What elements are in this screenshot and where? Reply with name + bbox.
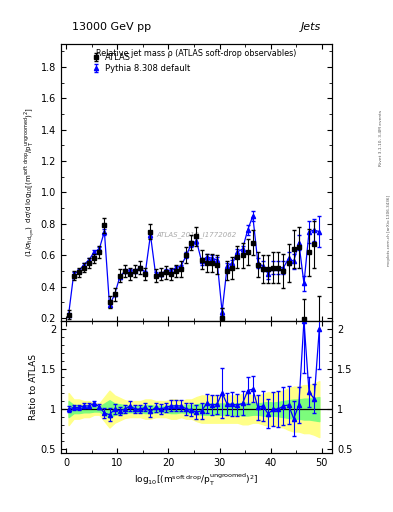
X-axis label: log$_{10}$[(m$^{\rm soft\ drop}$/p$_{\rm T}^{\rm ungroomed})^2$]: log$_{10}$[(m$^{\rm soft\ drop}$/p$_{\rm… [134,472,259,488]
Text: Jets: Jets [301,23,321,32]
Y-axis label: $(1/\sigma_{\rm fid_{sym}})$  d$\sigma$/d log$_{10}$[(m$^{\rm soft\ drop}$/p$_{\: $(1/\sigma_{\rm fid_{sym}})$ d$\sigma$/d… [23,107,38,258]
Legend: ATLAS, Pythia 8.308 default: ATLAS, Pythia 8.308 default [87,51,193,76]
Text: mcplots.cern.ch [arXiv:1306.3436]: mcplots.cern.ch [arXiv:1306.3436] [387,195,391,266]
Y-axis label: Ratio to ATLAS: Ratio to ATLAS [29,354,38,420]
Text: 13000 GeV pp: 13000 GeV pp [72,23,151,32]
Text: Rivet 3.1.10, 3.4M events: Rivet 3.1.10, 3.4M events [379,110,383,166]
Text: ATLAS_2019_I1772062: ATLAS_2019_I1772062 [156,231,237,238]
Text: Relative jet mass ρ (ATLAS soft-drop observables): Relative jet mass ρ (ATLAS soft-drop obs… [96,49,297,58]
